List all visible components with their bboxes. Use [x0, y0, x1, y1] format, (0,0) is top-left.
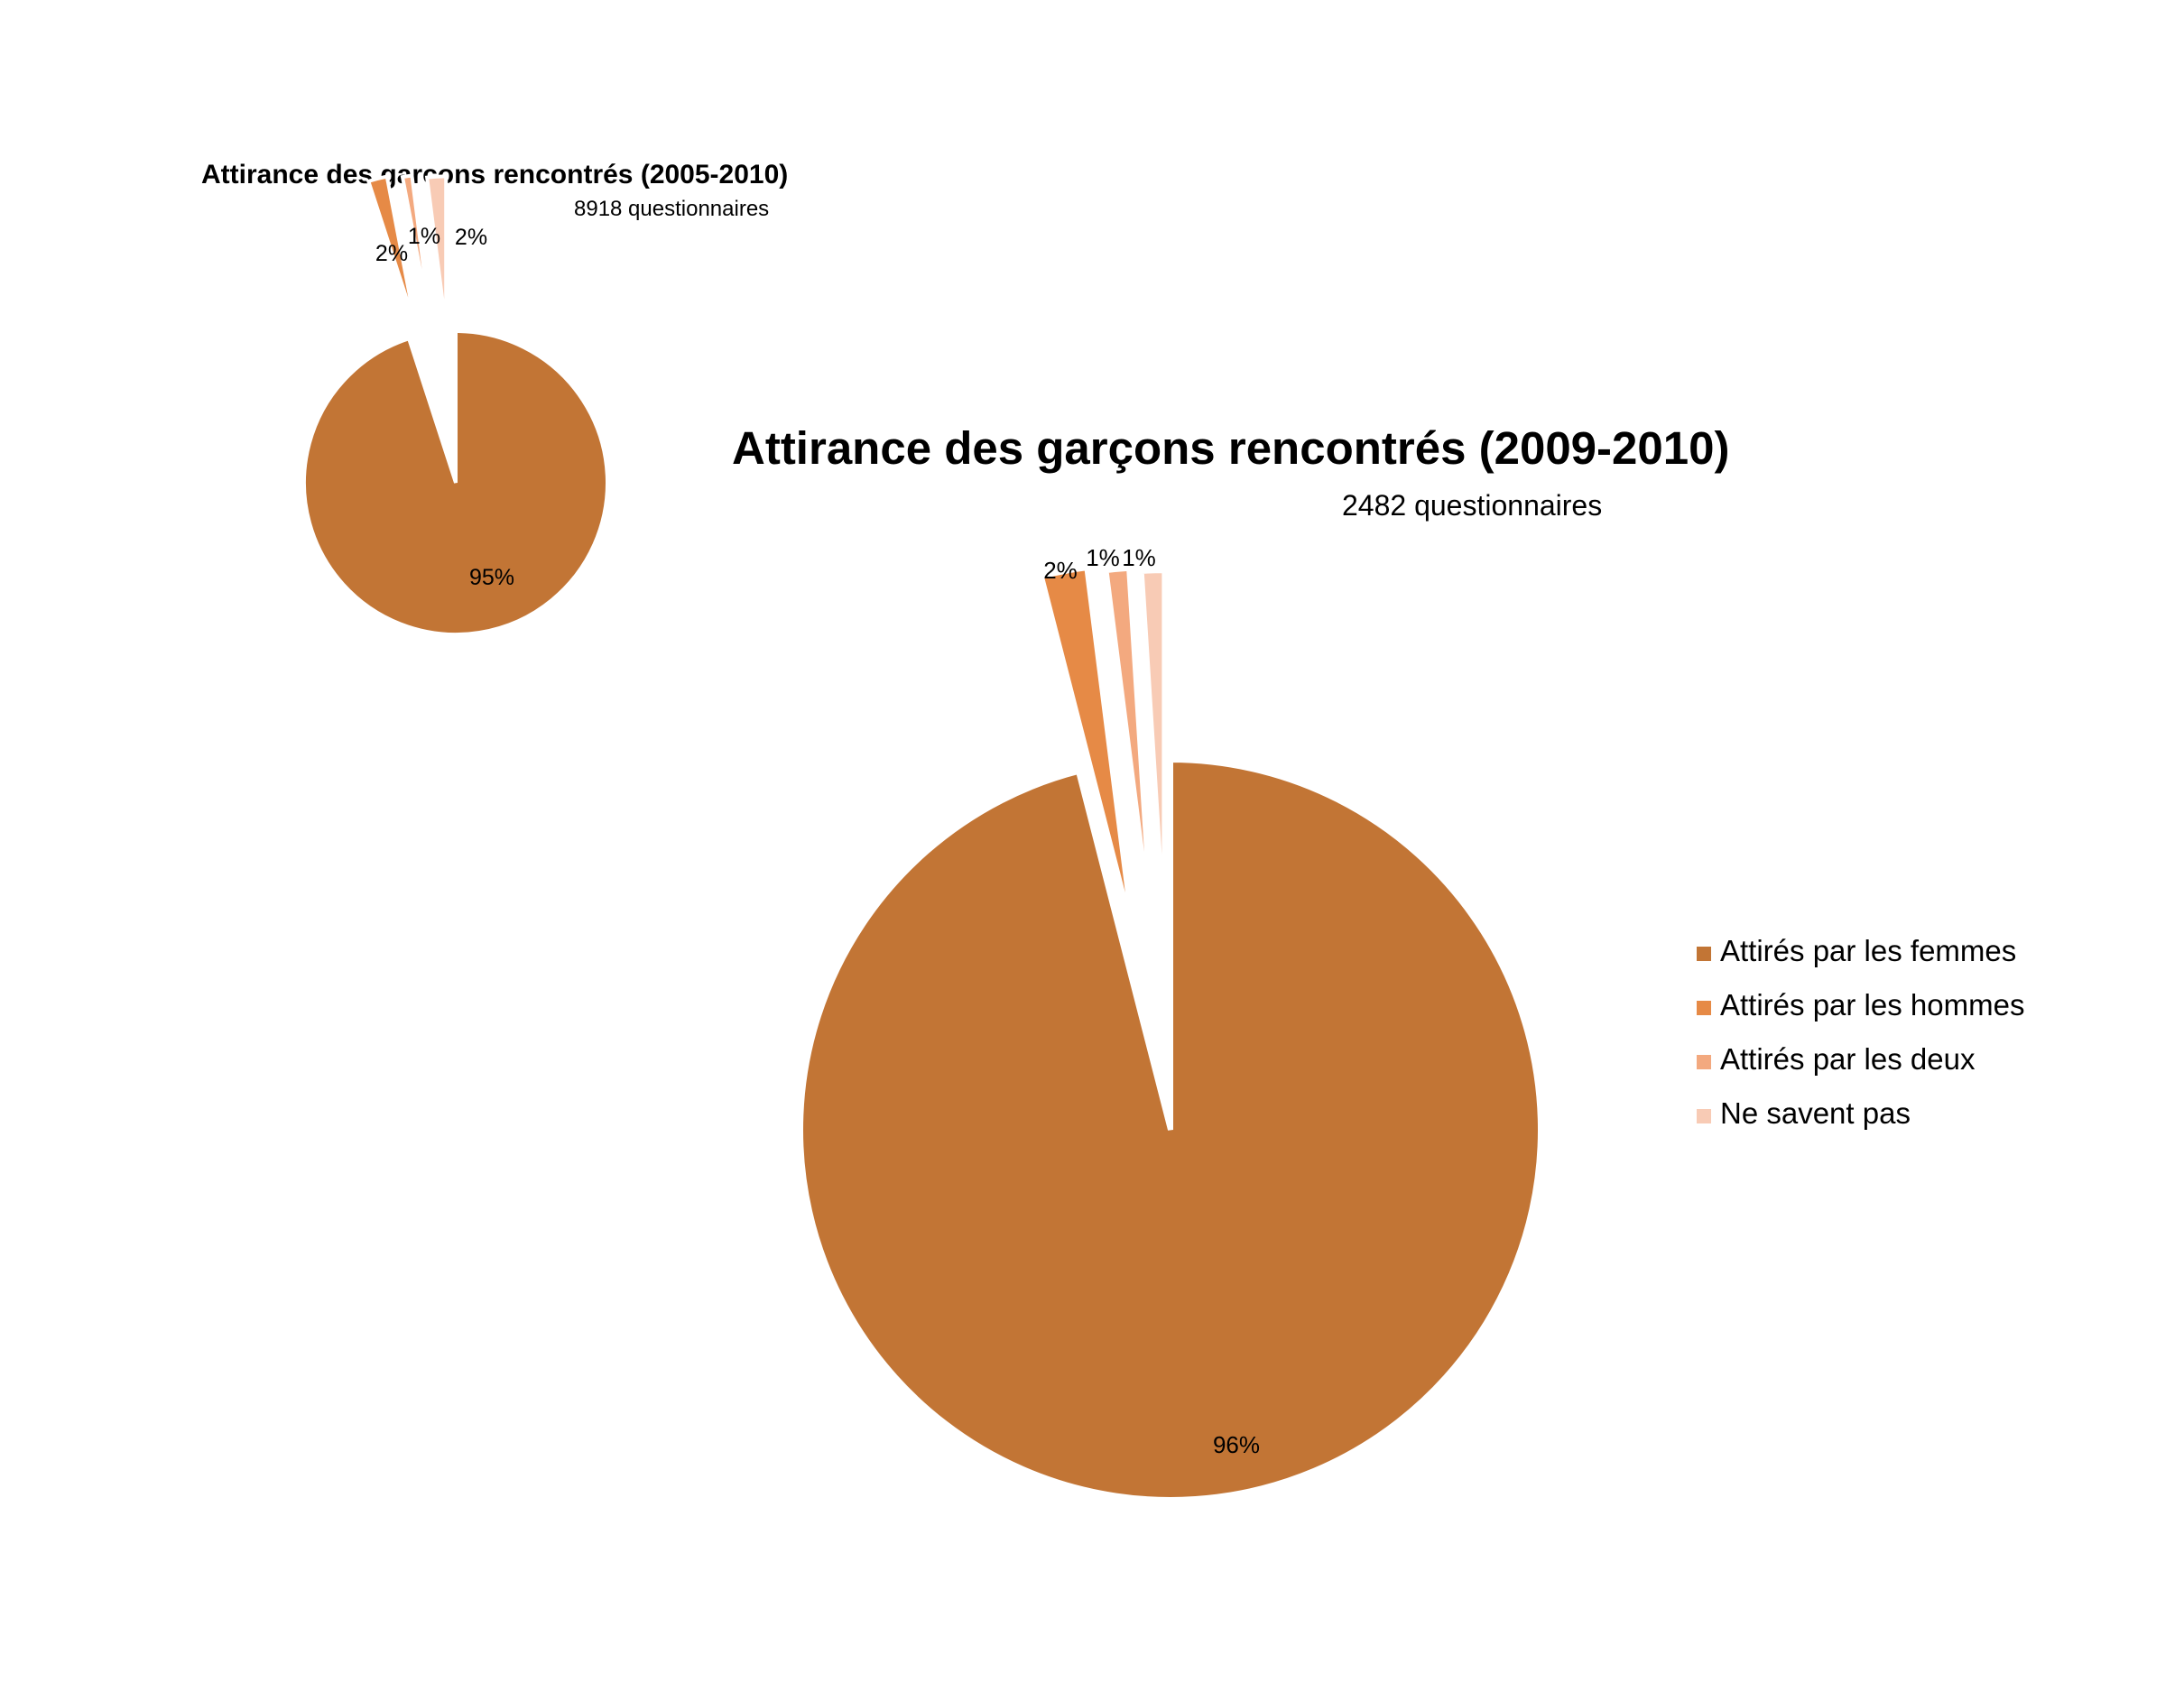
slice-label-ne-savent-pas: 2%	[455, 225, 487, 250]
legend-label-attires-par-les-deux: Attirés par les deux	[1720, 1042, 1976, 1076]
chart-subtitle-2009-2010: 2482 questionnaires	[1342, 489, 1602, 522]
pie-slice-ne-savent-pas	[424, 174, 449, 328]
pie-slice-attires-par-les-hommes	[366, 174, 418, 327]
pie-slice-attires-par-les-femmes	[302, 328, 609, 636]
slice-label-attires-par-les-hommes: 2%	[375, 241, 408, 266]
legend-swatch-ne-savent-pas	[1697, 1109, 1711, 1123]
slice-label-attires-par-les-hommes: 2%	[1043, 557, 1078, 584]
slice-label-attires-par-les-deux: 1%	[1086, 544, 1120, 571]
chart-title-2005-2010: Attirance des garçons rencontrés (2005-2…	[201, 160, 788, 190]
slice-label-ne-savent-pas: 1%	[1122, 544, 1156, 571]
pie-slice-attires-par-les-deux	[400, 173, 433, 327]
legend-label-attires-par-les-hommes: Attirés par les hommes	[1720, 988, 2024, 1022]
slice-label-attires-par-les-femmes: 95%	[469, 565, 514, 590]
legend-label-ne-savent-pas: Ne savent pas	[1720, 1096, 1911, 1130]
pie-chart-2009-2010: 96% 2% 1% 1%	[798, 544, 1543, 1502]
legend-label-attires-par-les-femmes: Attirés par les femmes	[1720, 934, 2016, 967]
legend-swatch-attires-par-les-hommes	[1697, 1001, 1711, 1015]
slice-label-attires-par-les-femmes: 96%	[1213, 1431, 1260, 1458]
pie-slice-attires-par-les-femmes	[798, 756, 1543, 1502]
pie-slice-ne-savent-pas	[1138, 568, 1168, 941]
pie-slice-attires-par-les-hommes	[1038, 564, 1136, 936]
slice-label-attires-par-les-deux: 1%	[408, 224, 440, 249]
legend: Attirés par les femmes Attirés par les ho…	[1697, 934, 2024, 1130]
legend-swatch-attires-par-les-femmes	[1697, 947, 1711, 961]
legend-swatch-attires-par-les-deux	[1697, 1055, 1711, 1069]
pie-chart-2005-2010: 95%2%1% 2%	[302, 173, 609, 636]
pie-slice-attires-par-les-deux	[1103, 565, 1155, 938]
chart-title-2009-2010: Attirance des garçons rencontrés (2009-2…	[732, 422, 1729, 474]
chart-subtitle-2005-2010: 8918 questionnaires	[574, 197, 769, 221]
